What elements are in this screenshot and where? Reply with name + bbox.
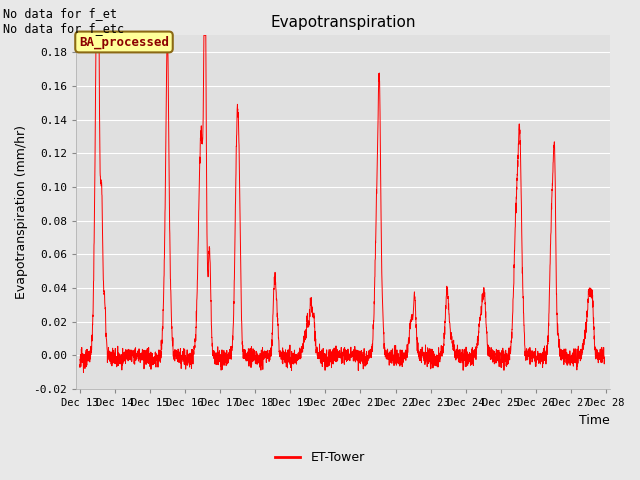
Text: No data for f_et: No data for f_et [3,7,117,20]
Title: Evapotranspiration: Evapotranspiration [270,15,415,30]
Text: BA_processed: BA_processed [79,36,169,48]
X-axis label: Time: Time [579,414,609,427]
Text: No data for f_etc: No data for f_etc [3,22,124,35]
Legend: ET-Tower: ET-Tower [270,446,370,469]
Y-axis label: Evapotranspiration (mm/hr): Evapotranspiration (mm/hr) [15,125,28,299]
